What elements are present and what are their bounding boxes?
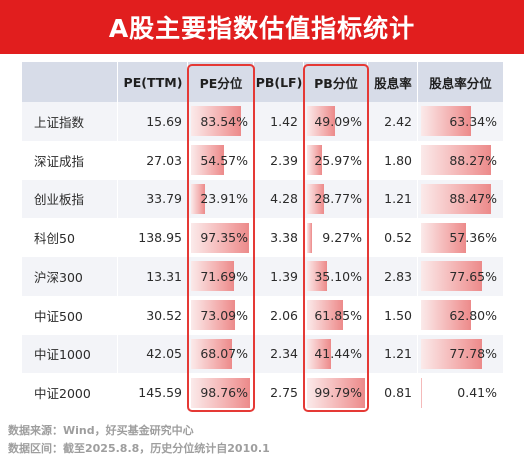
valuation-table: PE(TTM) PE分位 PB(LF) PB分位 股息率 股息率分位上证指数 15.69 83…: [22, 62, 503, 412]
cell-pb-lf: 1.39: [270, 268, 298, 284]
cell-pe-ttm: 30.52: [146, 307, 182, 323]
page-title: A股主要指数估值指标统计: [108, 14, 416, 43]
cell-pe-ttm: 15.69: [146, 113, 182, 129]
pe-percentile-bar: [191, 261, 234, 292]
cell-pb-percentile: 28.77%: [314, 191, 362, 207]
cell-pe-percentile: 54.57%: [200, 152, 248, 168]
cell-pb-percentile: 35.10%: [314, 268, 362, 284]
pb-percentile-bar: [307, 106, 336, 137]
cell-pe-ttm: 145.59: [138, 385, 182, 401]
pb-percentile-bar: [307, 338, 332, 369]
dividend-yield-percentile-bar: [421, 261, 483, 292]
column-separator: [417, 62, 418, 412]
cell-pe-percentile: 23.91%: [200, 191, 248, 207]
cell-pb-percentile: 49.09%: [314, 113, 362, 129]
cell-pb-lf: 2.06: [270, 307, 298, 323]
cell-pe-percentile: 83.54%: [200, 113, 248, 129]
cell-index-name: 中证2000: [34, 386, 91, 402]
cell-index-name: 科创50: [34, 231, 75, 247]
title-banner: A股主要指数估值指标统计: [0, 0, 524, 54]
table-row: [22, 373, 503, 412]
cell-pb-percentile: 25.97%: [314, 152, 362, 168]
cell-index-name: 沪深300: [34, 269, 83, 285]
cell-index-name: 创业板指: [34, 192, 85, 208]
cell-dividend-yield: 0.81: [384, 385, 412, 401]
header-dividend-yield-percentile: 股息率分位: [429, 75, 492, 91]
pe-percentile-bar: [191, 222, 250, 253]
pb-percentile-highlight-box: [303, 64, 369, 412]
header-dividend-yield: 股息率: [374, 75, 412, 91]
pb-percentile-bar: [307, 222, 313, 253]
cell-index-name: 深证成指: [34, 153, 85, 169]
cell-pb-percentile: 9.27%: [322, 230, 362, 246]
dividend-yield-percentile-bar: [421, 183, 491, 214]
cell-dividend-yield: 1.50: [384, 307, 412, 323]
pb-percentile-bar: [307, 261, 328, 292]
cell-index-name: 中证500: [34, 308, 83, 324]
column-separator: [117, 62, 118, 412]
cell-dividend-yield-percentile: 63.34%: [449, 113, 497, 129]
cell-pe-ttm: 27.03: [146, 152, 182, 168]
cell-pe-percentile: 98.76%: [200, 385, 248, 401]
cell-pb-percentile: 99.79%: [314, 385, 362, 401]
cell-dividend-yield-percentile: 77.65%: [449, 268, 497, 284]
cell-pb-lf: 2.75: [270, 385, 298, 401]
cell-dividend-yield-percentile: 88.27%: [449, 152, 497, 168]
header-pb-percentile: PB分位: [314, 75, 358, 91]
header-pe-ttm: PE(TTM): [123, 74, 183, 90]
cell-pb-lf: 2.34: [270, 346, 298, 362]
footer-period: 数据区间：截至2025.8.8，历史分位统计自2010.1: [8, 442, 270, 455]
cell-dividend-yield: 1.80: [384, 152, 412, 168]
footer-source: 数据来源：Wind，好买基金研究中心: [8, 424, 194, 437]
cell-pb-lf: 2.39: [270, 152, 298, 168]
cell-dividend-yield-percentile: 77.78%: [449, 346, 497, 362]
cell-pe-percentile: 97.35%: [200, 230, 248, 246]
cell-index-name: 中证1000: [34, 347, 91, 363]
cell-dividend-yield: 0.52: [384, 230, 412, 246]
pb-percentile-bar: [307, 377, 365, 408]
pe-percentile-bar: [191, 106, 242, 137]
cell-pb-lf: 4.28: [270, 191, 298, 207]
cell-pe-percentile: 71.69%: [200, 268, 248, 284]
cell-pb-percentile: 41.44%: [314, 346, 362, 362]
header-index-name: [22, 62, 118, 102]
cell-pb-lf: 1.42: [270, 113, 298, 129]
cell-pe-ttm: 13.31: [146, 268, 182, 284]
cell-pb-lf: 3.38: [270, 230, 298, 246]
pb-percentile-bar: [307, 300, 343, 331]
table-header: [22, 62, 503, 102]
pe-percentile-bar: [191, 300, 235, 331]
header-pe-percentile: PE分位: [199, 75, 243, 91]
cell-index-name: 上证指数: [34, 114, 85, 130]
pb-percentile-bar: [307, 183, 324, 214]
dividend-yield-percentile-bar: [421, 222, 467, 253]
dividend-yield-percentile-bar: [421, 377, 422, 408]
dividend-yield-percentile-bar: [421, 145, 491, 176]
cell-pe-percentile: 73.09%: [200, 307, 248, 323]
pe-percentile-bar: [191, 338, 232, 369]
cell-dividend-yield: 2.83: [384, 268, 412, 284]
dividend-yield-percentile-bar: [421, 106, 472, 137]
cell-pe-ttm: 138.95: [138, 230, 182, 246]
pe-percentile-bar: [191, 377, 251, 408]
dividend-yield-percentile-bar: [421, 300, 471, 331]
pe-percentile-bar: [191, 145, 224, 176]
cell-dividend-yield: 2.42: [384, 113, 412, 129]
pe-percentile-highlight-box: [187, 64, 255, 412]
header-pb-lf: PB(LF): [255, 74, 303, 90]
cell-dividend-yield-percentile: 62.80%: [449, 307, 497, 323]
cell-dividend-yield-percentile: 0.41%: [457, 385, 497, 401]
cell-dividend-yield-percentile: 88.47%: [449, 191, 497, 207]
cell-pe-ttm: 42.05: [146, 346, 182, 362]
dividend-yield-percentile-bar: [421, 338, 483, 369]
cell-dividend-yield: 1.21: [384, 346, 412, 362]
cell-pe-percentile: 68.07%: [200, 346, 248, 362]
cell-pe-ttm: 33.79: [146, 191, 182, 207]
pb-percentile-bar: [307, 145, 323, 176]
cell-pb-percentile: 61.85%: [314, 307, 362, 323]
cell-dividend-yield-percentile: 57.36%: [449, 230, 497, 246]
cell-dividend-yield: 1.21: [384, 191, 412, 207]
pe-percentile-bar: [191, 183, 206, 214]
